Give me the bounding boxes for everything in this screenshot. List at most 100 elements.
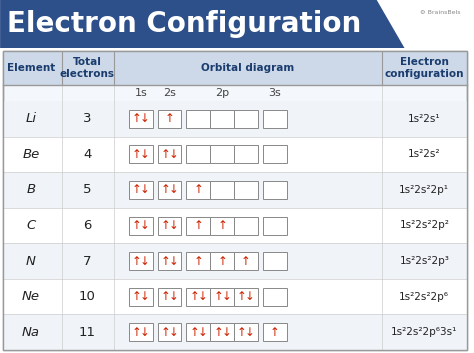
Bar <box>234 323 258 341</box>
Bar <box>158 252 182 270</box>
Text: ↑: ↑ <box>213 326 223 339</box>
Bar <box>210 288 234 306</box>
Bar <box>3 315 467 350</box>
Text: Na: Na <box>22 326 40 339</box>
Text: Ne: Ne <box>22 290 40 303</box>
Text: ↓: ↓ <box>169 184 179 196</box>
Text: ↓: ↓ <box>140 326 150 339</box>
Text: ↑: ↑ <box>132 290 142 303</box>
Bar <box>129 110 153 128</box>
Bar <box>210 145 234 163</box>
Text: ↓: ↓ <box>197 326 207 339</box>
Text: ↓: ↓ <box>169 219 179 232</box>
Bar <box>210 323 234 341</box>
Text: ↑: ↑ <box>193 184 203 196</box>
Bar <box>129 323 153 341</box>
Text: ↓: ↓ <box>140 112 150 125</box>
Text: ↑: ↑ <box>132 148 142 161</box>
Text: ↓: ↓ <box>245 326 255 339</box>
Bar <box>263 323 287 341</box>
Text: 3: 3 <box>83 112 91 125</box>
Bar <box>3 51 467 350</box>
Bar <box>186 145 210 163</box>
Bar <box>234 216 258 234</box>
Bar <box>234 181 258 199</box>
Text: ↓: ↓ <box>140 184 150 196</box>
Text: ↑: ↑ <box>132 255 142 268</box>
Bar <box>3 208 467 243</box>
Text: 1s²2s²: 1s²2s² <box>408 149 440 159</box>
Bar <box>158 145 182 163</box>
Bar <box>158 181 182 199</box>
Text: Li: Li <box>25 112 36 125</box>
Text: ↓: ↓ <box>169 326 179 339</box>
Bar <box>158 288 182 306</box>
Text: ↓: ↓ <box>169 290 179 303</box>
Bar <box>158 323 182 341</box>
Bar <box>3 279 467 315</box>
Text: N: N <box>26 255 36 268</box>
Bar <box>263 110 287 128</box>
Text: ↑: ↑ <box>161 148 171 161</box>
Text: ↑: ↑ <box>161 184 171 196</box>
Text: ↑: ↑ <box>132 184 142 196</box>
Text: 3s: 3s <box>268 88 281 98</box>
Text: ↑: ↑ <box>270 326 280 339</box>
Text: ↑: ↑ <box>161 326 171 339</box>
Text: 11: 11 <box>79 326 96 339</box>
Bar <box>234 252 258 270</box>
Bar <box>129 216 153 234</box>
Text: ↑: ↑ <box>217 219 227 232</box>
Text: Orbital diagram: Orbital diagram <box>201 63 294 73</box>
Text: ↓: ↓ <box>169 255 179 268</box>
Bar <box>234 110 258 128</box>
Text: ↑: ↑ <box>132 219 142 232</box>
Text: Total
electrons: Total electrons <box>60 57 115 79</box>
Bar <box>263 145 287 163</box>
Text: ↑: ↑ <box>161 219 171 232</box>
Text: ↑: ↑ <box>190 290 199 303</box>
Text: ↓: ↓ <box>245 290 255 303</box>
Text: ↑: ↑ <box>213 290 223 303</box>
Bar <box>263 252 287 270</box>
Text: B: B <box>26 184 36 196</box>
Text: Electron Configuration: Electron Configuration <box>7 10 361 38</box>
Text: ↑: ↑ <box>132 326 142 339</box>
Text: ↑: ↑ <box>217 255 227 268</box>
Bar <box>210 216 234 234</box>
Text: 7: 7 <box>83 255 91 268</box>
Bar <box>3 243 467 279</box>
Bar <box>129 181 153 199</box>
Bar <box>263 288 287 306</box>
Text: 1s²2s¹: 1s²2s¹ <box>408 114 441 124</box>
Text: ↑: ↑ <box>193 219 203 232</box>
Text: 2s: 2s <box>163 88 176 98</box>
Text: 6: 6 <box>83 219 91 232</box>
Bar <box>186 288 210 306</box>
Text: ↓: ↓ <box>197 290 207 303</box>
Text: Electron
configuration: Electron configuration <box>384 57 464 79</box>
Bar <box>186 110 210 128</box>
Text: ↓: ↓ <box>140 219 150 232</box>
Text: ↓: ↓ <box>140 255 150 268</box>
Text: ↓: ↓ <box>140 290 150 303</box>
Bar <box>129 288 153 306</box>
Text: ↓: ↓ <box>169 148 179 161</box>
Text: ↓: ↓ <box>140 148 150 161</box>
Text: ↓: ↓ <box>221 326 231 339</box>
Bar <box>186 181 210 199</box>
Bar <box>158 110 182 128</box>
Text: ↑: ↑ <box>241 255 251 268</box>
Text: 1s²2s²2p⁶3s¹: 1s²2s²2p⁶3s¹ <box>391 327 457 337</box>
Text: Element: Element <box>7 63 55 73</box>
Bar <box>3 137 467 172</box>
Text: ↑: ↑ <box>237 290 247 303</box>
Text: 1s: 1s <box>135 88 147 98</box>
Text: 4: 4 <box>83 148 91 161</box>
Bar <box>210 110 234 128</box>
Bar <box>186 216 210 234</box>
Bar <box>263 216 287 234</box>
Text: ↓: ↓ <box>221 290 231 303</box>
Polygon shape <box>0 0 404 48</box>
Bar <box>210 252 234 270</box>
